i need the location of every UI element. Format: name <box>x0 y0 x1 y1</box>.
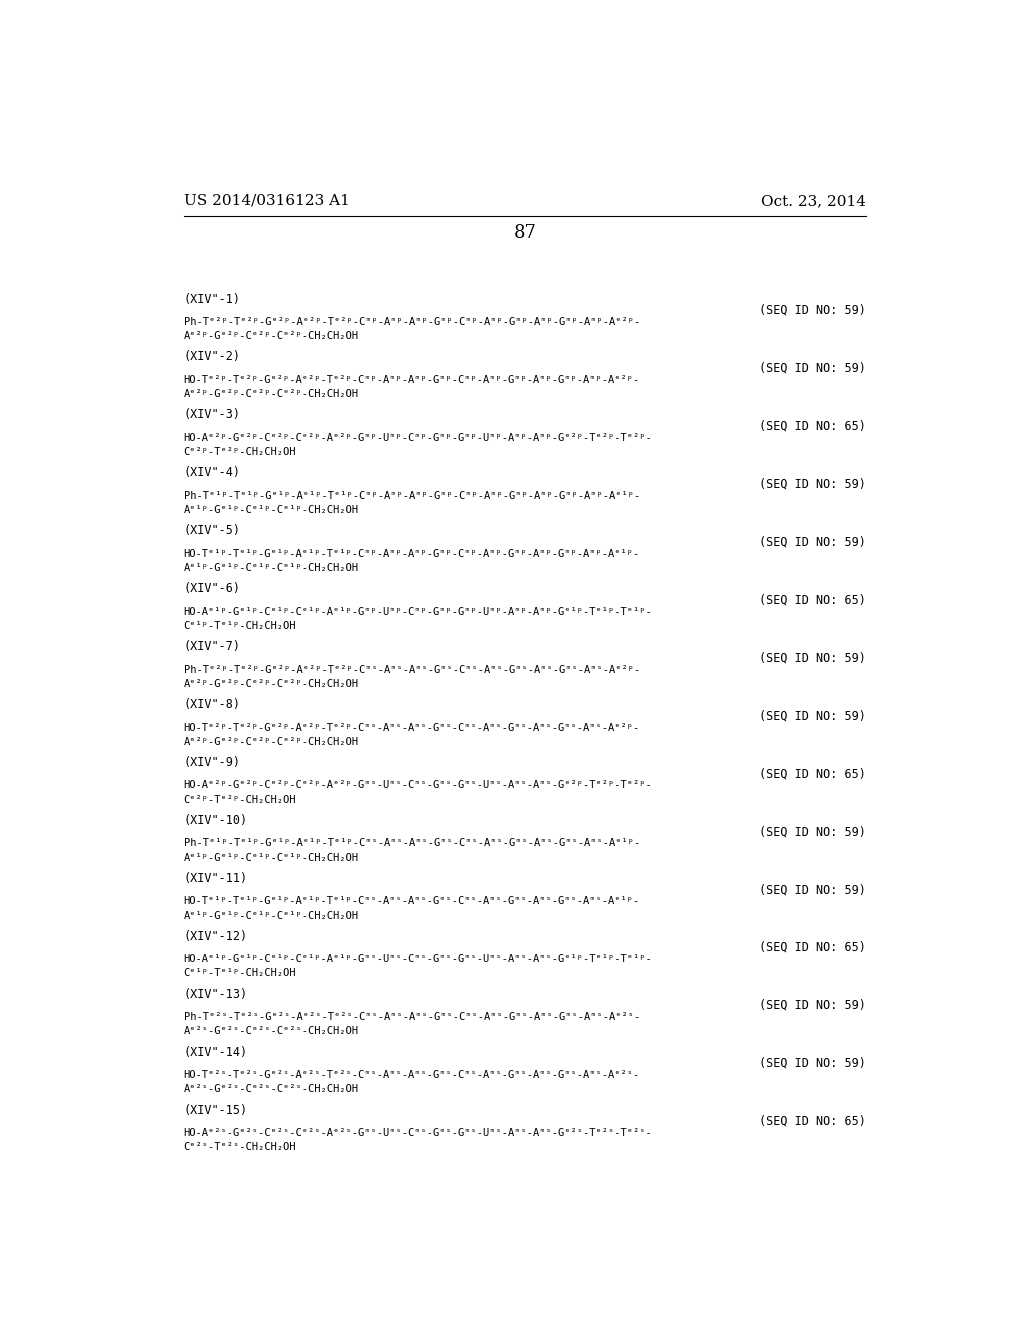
Text: (XIV"-2): (XIV"-2) <box>183 351 241 363</box>
Text: (XIV"-4): (XIV"-4) <box>183 466 241 479</box>
Text: (XIV"-13): (XIV"-13) <box>183 987 248 1001</box>
Text: (SEQ ID NO: 59): (SEQ ID NO: 59) <box>759 651 866 664</box>
Text: (XIV"-7): (XIV"-7) <box>183 640 241 653</box>
Text: HO-Tᵉ²ᵖ-Tᵉ²ᵖ-Gᵉ²ᵖ-Aᵉ²ᵖ-Tᵉ²ᵖ-Cᵐᵖ-Aᵐᵖ-Aᵐᵖ-Gᵐᵖ-Cᵐᵖ-Aᵐᵖ-Gᵐᵖ-Aᵐᵖ-Gᵐᵖ-Aᵐᵖ-Aᵉ²ᵖ-: HO-Tᵉ²ᵖ-Tᵉ²ᵖ-Gᵉ²ᵖ-Aᵉ²ᵖ-Tᵉ²ᵖ-Cᵐᵖ-Aᵐᵖ-Aᵐᵖ-… <box>183 375 640 385</box>
Text: (SEQ ID NO: 65): (SEQ ID NO: 65) <box>759 420 866 433</box>
Text: HO-Tᵉ¹ᵖ-Tᵉ¹ᵖ-Gᵉ¹ᵖ-Aᵉ¹ᵖ-Tᵉ¹ᵖ-Cᵐˢ-Aᵐˢ-Aᵐˢ-Gᵐˢ-Cᵐˢ-Aᵐˢ-Gᵐˢ-Aᵐˢ-Gᵐˢ-Aᵐˢ-Aᵉ¹ᵖ-: HO-Tᵉ¹ᵖ-Tᵉ¹ᵖ-Gᵉ¹ᵖ-Aᵉ¹ᵖ-Tᵉ¹ᵖ-Cᵐˢ-Aᵐˢ-Aᵐˢ-… <box>183 896 640 907</box>
Text: HO-Aᵉ¹ᵖ-Gᵉ¹ᵖ-Cᵉ¹ᵖ-Cᵉ¹ᵖ-Aᵉ¹ᵖ-Gᵐᵖ-Uᵐᵖ-Cᵐᵖ-Gᵐᵖ-Gᵐᵖ-Uᵐᵖ-Aᵐᵖ-Aᵐᵖ-Gᵉ¹ᵖ-Tᵉ¹ᵖ-Tᵉ¹ᵖ-: HO-Aᵉ¹ᵖ-Gᵉ¹ᵖ-Cᵉ¹ᵖ-Cᵉ¹ᵖ-Aᵉ¹ᵖ-Gᵐᵖ-Uᵐᵖ-Cᵐᵖ-… <box>183 607 652 616</box>
Text: Ph-Tᵉ¹ᵖ-Tᵉ¹ᵖ-Gᵉ¹ᵖ-Aᵉ¹ᵖ-Tᵉ¹ᵖ-Cᵐˢ-Aᵐˢ-Aᵐˢ-Gᵐˢ-Cᵐˢ-Aᵐˢ-Gᵐˢ-Aᵐˢ-Gᵐˢ-Aᵐˢ-Aᵉ¹ᵖ-: Ph-Tᵉ¹ᵖ-Tᵉ¹ᵖ-Gᵉ¹ᵖ-Aᵉ¹ᵖ-Tᵉ¹ᵖ-Cᵐˢ-Aᵐˢ-Aᵐˢ-… <box>183 838 640 849</box>
Text: (SEQ ID NO: 59): (SEQ ID NO: 59) <box>759 362 866 375</box>
Text: (XIV"-6): (XIV"-6) <box>183 582 241 595</box>
Text: HO-Aᵉ²ᵖ-Gᵉ²ᵖ-Cᵉ²ᵖ-Cᵉ²ᵖ-Aᵉ²ᵖ-Gᵐˢ-Uᵐˢ-Cᵐˢ-Gᵐˢ-Gᵐˢ-Uᵐˢ-Aᵐˢ-Aᵐˢ-Gᵉ²ᵖ-Tᵉ²ᵖ-Tᵉ²ᵖ-: HO-Aᵉ²ᵖ-Gᵉ²ᵖ-Cᵉ²ᵖ-Cᵉ²ᵖ-Aᵉ²ᵖ-Gᵐˢ-Uᵐˢ-Cᵐˢ-… <box>183 780 652 791</box>
Text: HO-Aᵉ¹ᵖ-Gᵉ¹ᵖ-Cᵉ¹ᵖ-Cᵉ¹ᵖ-Aᵉ¹ᵖ-Gᵐˢ-Uᵐˢ-Cᵐˢ-Gᵐˢ-Gᵐˢ-Uᵐˢ-Aᵐˢ-Aᵐˢ-Gᵉ¹ᵖ-Tᵉ¹ᵖ-Tᵉ¹ᵖ-: HO-Aᵉ¹ᵖ-Gᵉ¹ᵖ-Cᵉ¹ᵖ-Cᵉ¹ᵖ-Aᵉ¹ᵖ-Gᵐˢ-Uᵐˢ-Cᵐˢ-… <box>183 954 652 964</box>
Text: Aᵉ¹ᵖ-Gᵉ¹ᵖ-Cᵉ¹ᵖ-Cᵉ¹ᵖ-CH₂CH₂OH: Aᵉ¹ᵖ-Gᵉ¹ᵖ-Cᵉ¹ᵖ-Cᵉ¹ᵖ-CH₂CH₂OH <box>183 911 358 920</box>
Text: (XIV"-3): (XIV"-3) <box>183 408 241 421</box>
Text: (SEQ ID NO: 59): (SEQ ID NO: 59) <box>759 304 866 317</box>
Text: Cᵉ¹ᵖ-Tᵉ¹ᵖ-CH₂CH₂OH: Cᵉ¹ᵖ-Tᵉ¹ᵖ-CH₂CH₂OH <box>183 969 296 978</box>
Text: (XIV"-5): (XIV"-5) <box>183 524 241 537</box>
Text: Aᵉ¹ᵖ-Gᵉ¹ᵖ-Cᵉ¹ᵖ-Cᵉ¹ᵖ-CH₂CH₂OH: Aᵉ¹ᵖ-Gᵉ¹ᵖ-Cᵉ¹ᵖ-Cᵉ¹ᵖ-CH₂CH₂OH <box>183 853 358 862</box>
Text: (SEQ ID NO: 59): (SEQ ID NO: 59) <box>759 825 866 838</box>
Text: (XIV"-10): (XIV"-10) <box>183 814 248 826</box>
Text: (SEQ ID NO: 65): (SEQ ID NO: 65) <box>759 1115 866 1127</box>
Text: (XIV"-1): (XIV"-1) <box>183 293 241 305</box>
Text: Aᵉ²ᵖ-Gᵉ²ᵖ-Cᵉ²ᵖ-Cᵉ²ᵖ-CH₂CH₂OH: Aᵉ²ᵖ-Gᵉ²ᵖ-Cᵉ²ᵖ-Cᵉ²ᵖ-CH₂CH₂OH <box>183 331 358 341</box>
Text: Cᵉ²ˢ-Tᵉ²ˢ-CH₂CH₂OH: Cᵉ²ˢ-Tᵉ²ˢ-CH₂CH₂OH <box>183 1142 296 1152</box>
Text: Ph-Tᵉ²ᵖ-Tᵉ²ᵖ-Gᵉ²ᵖ-Aᵉ²ᵖ-Tᵉ²ᵖ-Cᵐᵖ-Aᵐᵖ-Aᵐᵖ-Gᵐᵖ-Cᵐᵖ-Aᵐᵖ-Gᵐᵖ-Aᵐᵖ-Gᵐᵖ-Aᵐᵖ-Aᵉ²ᵖ-: Ph-Tᵉ²ᵖ-Tᵉ²ᵖ-Gᵉ²ᵖ-Aᵉ²ᵖ-Tᵉ²ᵖ-Cᵐᵖ-Aᵐᵖ-Aᵐᵖ-… <box>183 317 640 327</box>
Text: Oct. 23, 2014: Oct. 23, 2014 <box>761 194 866 209</box>
Text: Aᵉ²ᵖ-Gᵉ²ᵖ-Cᵉ²ᵖ-Cᵉ²ᵖ-CH₂CH₂OH: Aᵉ²ᵖ-Gᵉ²ᵖ-Cᵉ²ᵖ-Cᵉ²ᵖ-CH₂CH₂OH <box>183 389 358 399</box>
Text: (SEQ ID NO: 65): (SEQ ID NO: 65) <box>759 594 866 606</box>
Text: (XIV"-14): (XIV"-14) <box>183 1045 248 1059</box>
Text: (SEQ ID NO: 65): (SEQ ID NO: 65) <box>759 941 866 954</box>
Text: Aᵉ²ᵖ-Gᵉ²ᵖ-Cᵉ²ᵖ-Cᵉ²ᵖ-CH₂CH₂OH: Aᵉ²ᵖ-Gᵉ²ᵖ-Cᵉ²ᵖ-Cᵉ²ᵖ-CH₂CH₂OH <box>183 678 358 689</box>
Text: HO-Tᵉ¹ᵖ-Tᵉ¹ᵖ-Gᵉ¹ᵖ-Aᵉ¹ᵖ-Tᵉ¹ᵖ-Cᵐᵖ-Aᵐᵖ-Aᵐᵖ-Gᵐᵖ-Cᵐᵖ-Aᵐᵖ-Gᵐᵖ-Aᵐᵖ-Gᵐᵖ-Aᵐᵖ-Aᵉ¹ᵖ-: HO-Tᵉ¹ᵖ-Tᵉ¹ᵖ-Gᵉ¹ᵖ-Aᵉ¹ᵖ-Tᵉ¹ᵖ-Cᵐᵖ-Aᵐᵖ-Aᵐᵖ-… <box>183 549 640 558</box>
Text: HO-Tᵉ²ˢ-Tᵉ²ˢ-Gᵉ²ˢ-Aᵉ²ˢ-Tᵉ²ˢ-Cᵐˢ-Aᵐˢ-Aᵐˢ-Gᵐˢ-Cᵐˢ-Aᵐˢ-Gᵐˢ-Aᵐˢ-Gᵐˢ-Aᵐˢ-Aᵉ²ˢ-: HO-Tᵉ²ˢ-Tᵉ²ˢ-Gᵉ²ˢ-Aᵉ²ˢ-Tᵉ²ˢ-Cᵐˢ-Aᵐˢ-Aᵐˢ-… <box>183 1071 640 1080</box>
Text: (SEQ ID NO: 59): (SEQ ID NO: 59) <box>759 999 866 1012</box>
Text: 87: 87 <box>513 224 537 243</box>
Text: HO-Aᵉ²ᵖ-Gᵉ²ᵖ-Cᵉ²ᵖ-Cᵉ²ᵖ-Aᵉ²ᵖ-Gᵐᵖ-Uᵐᵖ-Cᵐᵖ-Gᵐᵖ-Gᵐᵖ-Uᵐᵖ-Aᵐᵖ-Aᵐᵖ-Gᵉ²ᵖ-Tᵉ²ᵖ-Tᵉ²ᵖ-: HO-Aᵉ²ᵖ-Gᵉ²ᵖ-Cᵉ²ᵖ-Cᵉ²ᵖ-Aᵉ²ᵖ-Gᵐᵖ-Uᵐᵖ-Cᵐᵖ-… <box>183 433 652 442</box>
Text: Cᵉ²ᵖ-Tᵉ²ᵖ-CH₂CH₂OH: Cᵉ²ᵖ-Tᵉ²ᵖ-CH₂CH₂OH <box>183 795 296 805</box>
Text: (SEQ ID NO: 59): (SEQ ID NO: 59) <box>759 536 866 549</box>
Text: Cᵉ²ᵖ-Tᵉ²ᵖ-CH₂CH₂OH: Cᵉ²ᵖ-Tᵉ²ᵖ-CH₂CH₂OH <box>183 447 296 457</box>
Text: Aᵉ¹ᵖ-Gᵉ¹ᵖ-Cᵉ¹ᵖ-Cᵉ¹ᵖ-CH₂CH₂OH: Aᵉ¹ᵖ-Gᵉ¹ᵖ-Cᵉ¹ᵖ-Cᵉ¹ᵖ-CH₂CH₂OH <box>183 506 358 515</box>
Text: (XIV"-9): (XIV"-9) <box>183 756 241 770</box>
Text: Ph-Tᵉ²ˢ-Tᵉ²ˢ-Gᵉ²ˢ-Aᵉ²ˢ-Tᵉ²ˢ-Cᵐˢ-Aᵐˢ-Aᵐˢ-Gᵐˢ-Cᵐˢ-Aᵐˢ-Gᵐˢ-Aᵐˢ-Gᵐˢ-Aᵐˢ-Aᵉ²ˢ-: Ph-Tᵉ²ˢ-Tᵉ²ˢ-Gᵉ²ˢ-Aᵉ²ˢ-Tᵉ²ˢ-Cᵐˢ-Aᵐˢ-Aᵐˢ-… <box>183 1012 640 1022</box>
Text: (XIV"-12): (XIV"-12) <box>183 929 248 942</box>
Text: (SEQ ID NO: 59): (SEQ ID NO: 59) <box>759 883 866 896</box>
Text: Ph-Tᵉ¹ᵖ-Tᵉ¹ᵖ-Gᵉ¹ᵖ-Aᵉ¹ᵖ-Tᵉ¹ᵖ-Cᵐᵖ-Aᵐᵖ-Aᵐᵖ-Gᵐᵖ-Cᵐᵖ-Aᵐᵖ-Gᵐᵖ-Aᵐᵖ-Gᵐᵖ-Aᵐᵖ-Aᵉ¹ᵖ-: Ph-Tᵉ¹ᵖ-Tᵉ¹ᵖ-Gᵉ¹ᵖ-Aᵉ¹ᵖ-Tᵉ¹ᵖ-Cᵐᵖ-Aᵐᵖ-Aᵐᵖ-… <box>183 491 640 500</box>
Text: (SEQ ID NO: 59): (SEQ ID NO: 59) <box>759 478 866 491</box>
Text: Aᵉ²ˢ-Gᵉ²ˢ-Cᵉ²ˢ-Cᵉ²ˢ-CH₂CH₂OH: Aᵉ²ˢ-Gᵉ²ˢ-Cᵉ²ˢ-Cᵉ²ˢ-CH₂CH₂OH <box>183 1084 358 1094</box>
Text: Cᵉ¹ᵖ-Tᵉ¹ᵖ-CH₂CH₂OH: Cᵉ¹ᵖ-Tᵉ¹ᵖ-CH₂CH₂OH <box>183 620 296 631</box>
Text: Aᵉ¹ᵖ-Gᵉ¹ᵖ-Cᵉ¹ᵖ-Cᵉ¹ᵖ-CH₂CH₂OH: Aᵉ¹ᵖ-Gᵉ¹ᵖ-Cᵉ¹ᵖ-Cᵉ¹ᵖ-CH₂CH₂OH <box>183 562 358 573</box>
Text: HO-Aᵉ²ˢ-Gᵉ²ˢ-Cᵉ²ˢ-Cᵉ²ˢ-Aᵉ²ˢ-Gᵐˢ-Uᵐˢ-Cᵐˢ-Gᵐˢ-Gᵐˢ-Uᵐˢ-Aᵐˢ-Aᵐˢ-Gᵉ²ˢ-Tᵉ²ˢ-Tᵉ²ˢ-: HO-Aᵉ²ˢ-Gᵉ²ˢ-Cᵉ²ˢ-Cᵉ²ˢ-Aᵉ²ˢ-Gᵐˢ-Uᵐˢ-Cᵐˢ-… <box>183 1129 652 1138</box>
Text: (XIV"-15): (XIV"-15) <box>183 1104 248 1117</box>
Text: (SEQ ID NO: 59): (SEQ ID NO: 59) <box>759 709 866 722</box>
Text: HO-Tᵉ²ᵖ-Tᵉ²ᵖ-Gᵉ²ᵖ-Aᵉ²ᵖ-Tᵉ²ᵖ-Cᵐˢ-Aᵐˢ-Aᵐˢ-Gᵐˢ-Cᵐˢ-Aᵐˢ-Gᵐˢ-Aᵐˢ-Gᵐˢ-Aᵐˢ-Aᵉ²ᵖ-: HO-Tᵉ²ᵖ-Tᵉ²ᵖ-Gᵉ²ᵖ-Aᵉ²ᵖ-Tᵉ²ᵖ-Cᵐˢ-Aᵐˢ-Aᵐˢ-… <box>183 722 640 733</box>
Text: (XIV"-11): (XIV"-11) <box>183 873 248 884</box>
Text: Aᵉ²ᵖ-Gᵉ²ᵖ-Cᵉ²ᵖ-Cᵉ²ᵖ-CH₂CH₂OH: Aᵉ²ᵖ-Gᵉ²ᵖ-Cᵉ²ᵖ-Cᵉ²ᵖ-CH₂CH₂OH <box>183 737 358 747</box>
Text: Aᵉ²ˢ-Gᵉ²ˢ-Cᵉ²ˢ-Cᵉ²ˢ-CH₂CH₂OH: Aᵉ²ˢ-Gᵉ²ˢ-Cᵉ²ˢ-Cᵉ²ˢ-CH₂CH₂OH <box>183 1027 358 1036</box>
Text: US 2014/0316123 A1: US 2014/0316123 A1 <box>183 194 349 209</box>
Text: (SEQ ID NO: 59): (SEQ ID NO: 59) <box>759 1057 866 1071</box>
Text: (XIV"-8): (XIV"-8) <box>183 698 241 711</box>
Text: (SEQ ID NO: 65): (SEQ ID NO: 65) <box>759 767 866 780</box>
Text: Ph-Tᵉ²ᵖ-Tᵉ²ᵖ-Gᵉ²ᵖ-Aᵉ²ᵖ-Tᵉ²ᵖ-Cᵐˢ-Aᵐˢ-Aᵐˢ-Gᵐˢ-Cᵐˢ-Aᵐˢ-Gᵐˢ-Aᵐˢ-Gᵐˢ-Aᵐˢ-Aᵉ²ᵖ-: Ph-Tᵉ²ᵖ-Tᵉ²ᵖ-Gᵉ²ᵖ-Aᵉ²ᵖ-Tᵉ²ᵖ-Cᵐˢ-Aᵐˢ-Aᵐˢ-… <box>183 664 640 675</box>
